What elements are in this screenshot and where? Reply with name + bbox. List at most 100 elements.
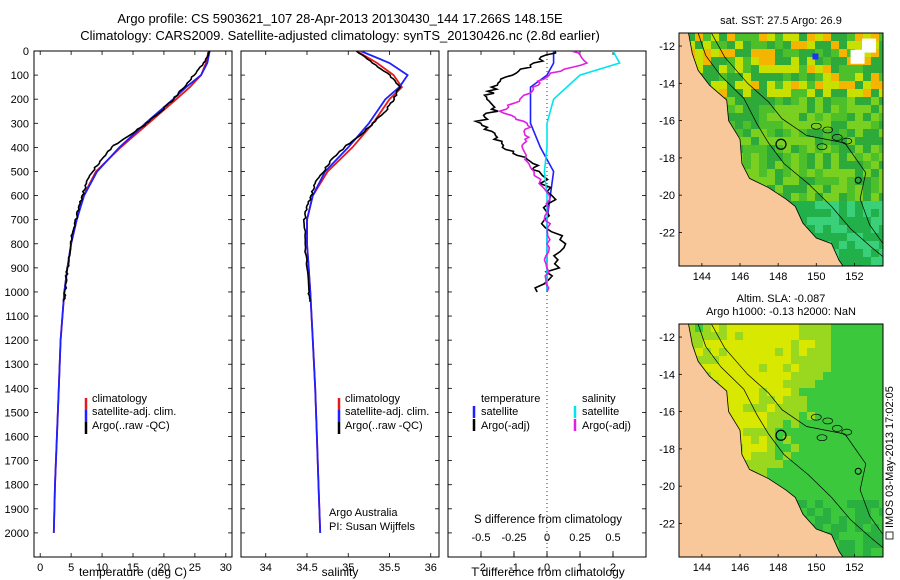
map-cell <box>783 356 792 365</box>
map-cell <box>711 332 720 341</box>
map-cell <box>839 396 848 405</box>
map-cell <box>839 185 848 194</box>
map-cell <box>751 348 760 357</box>
map-cell <box>839 97 848 106</box>
map-cell <box>855 324 864 333</box>
map-cell <box>775 161 784 170</box>
map-cell <box>815 412 824 421</box>
profile-line-satellite-adj-clim- <box>306 51 409 533</box>
map-cell <box>751 460 760 469</box>
sla-map-axes: 144 146 148 150 152 -12 -14 -16 -18 -20 -22 <box>659 332 863 574</box>
lon-tick-label: 148 <box>769 562 787 574</box>
map-cell <box>863 33 872 42</box>
map-cell <box>735 121 744 130</box>
map-cell <box>871 324 880 333</box>
map-cell <box>807 113 816 122</box>
map-cell <box>871 193 880 202</box>
map-cell <box>839 356 848 365</box>
map-cell <box>759 113 768 122</box>
map-cell <box>799 428 808 437</box>
map-cell <box>879 233 883 242</box>
map-cell <box>823 57 832 66</box>
map-cell <box>791 145 800 154</box>
map-cell <box>735 404 744 413</box>
map-cell <box>783 65 792 74</box>
pi-label: PI: Susan Wijffels <box>329 521 415 533</box>
map-cell <box>879 532 883 541</box>
map-cell <box>783 49 792 58</box>
map-cell <box>871 137 880 146</box>
map-cell <box>831 33 840 42</box>
map-cell <box>815 89 824 98</box>
depth-tick-label: 1900 <box>5 504 29 516</box>
map-cell <box>871 129 880 138</box>
map-cell <box>863 444 872 453</box>
map-cell <box>847 444 856 453</box>
map-cell <box>863 153 872 162</box>
map-cell <box>751 324 760 333</box>
map-cell <box>791 484 800 493</box>
map-cell <box>823 81 832 90</box>
map-cell <box>879 492 883 501</box>
map-cell <box>751 65 760 74</box>
map-cell <box>847 169 856 178</box>
map-cell <box>815 468 824 477</box>
map-cell <box>791 436 800 445</box>
map-cell <box>839 460 848 469</box>
map-cell <box>812 53 819 60</box>
map-cell <box>687 33 696 42</box>
map-cell <box>847 372 856 381</box>
map-cell <box>799 380 808 389</box>
map-cell <box>815 404 824 413</box>
figure-title-line1: Argo profile: CS 5903621_107 28-Apr-2013… <box>117 11 563 26</box>
map-cell <box>871 500 880 509</box>
map-cell <box>863 364 872 373</box>
map-cell <box>855 121 864 130</box>
map-cell <box>751 396 760 405</box>
map-cell <box>863 388 872 397</box>
map-cell <box>703 324 712 333</box>
lat-tick-label: -20 <box>659 190 675 202</box>
map-cell <box>743 420 752 429</box>
map-cell <box>871 436 880 445</box>
map-cell <box>775 105 784 114</box>
map-cell <box>855 516 864 525</box>
map-cell <box>775 476 784 485</box>
map-cell <box>727 332 736 341</box>
diff-line-salinity-argo-adj- <box>497 51 589 293</box>
map-cell <box>879 524 883 533</box>
map-cell <box>783 89 792 98</box>
map-cell <box>783 105 792 114</box>
map-cell <box>775 185 784 194</box>
map-cell <box>751 57 760 66</box>
map-cell <box>791 372 800 381</box>
map-cell <box>775 324 784 333</box>
map-cell <box>775 73 784 82</box>
reef-outline <box>841 137 853 145</box>
map-cell <box>791 420 800 429</box>
map-cell <box>783 81 792 90</box>
map-cell <box>871 145 880 154</box>
map-cell <box>863 524 872 533</box>
map-cell <box>831 129 840 138</box>
t-diff-tick-label: -1 <box>509 562 519 574</box>
argo-float-marker <box>854 467 862 475</box>
map-cell <box>799 97 808 106</box>
map-cell <box>759 364 768 373</box>
map-cell <box>759 420 768 429</box>
map-cell <box>839 420 848 429</box>
map-cell <box>791 380 800 389</box>
depth-axis: 0 100 200 300 400 500 600 700 800 900 1000 1100 1200… <box>5 46 646 540</box>
map-cell <box>855 348 864 357</box>
map-cell <box>783 340 792 349</box>
map-cell <box>839 492 848 501</box>
x-tick-label: 15 <box>127 562 139 574</box>
map-cell <box>863 145 872 154</box>
map-cell <box>879 129 883 138</box>
map-cell <box>839 129 848 138</box>
map-cell <box>831 81 840 90</box>
imos-timestamp: IMOS 03-May-2013 17:02:05 <box>884 386 896 528</box>
x-tick-label: 0 <box>37 562 43 574</box>
map-cell <box>799 340 808 349</box>
diff-legend-temperature: temperature <box>481 393 540 405</box>
